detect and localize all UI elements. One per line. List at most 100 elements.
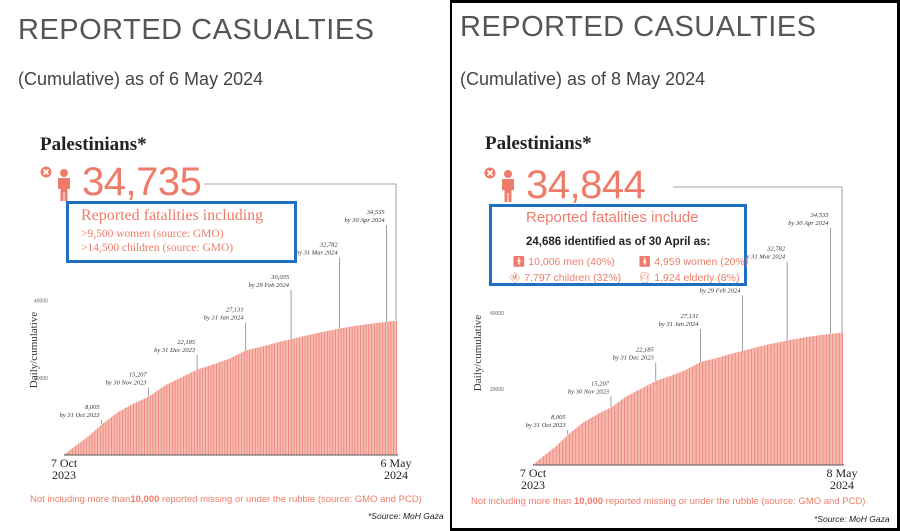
daily-bar bbox=[131, 404, 133, 455]
daily-bar bbox=[173, 380, 175, 455]
daily-bar bbox=[250, 349, 252, 455]
daily-bar bbox=[570, 432, 572, 465]
total-fatalities: 34,844 bbox=[526, 163, 646, 207]
daily-bar bbox=[662, 378, 664, 465]
missing-note: Not including more than 10,000 reported … bbox=[471, 496, 865, 507]
daily-bar bbox=[547, 452, 549, 465]
daily-bar bbox=[109, 418, 111, 455]
callout-women: >9,500 women (source: GMO) bbox=[81, 228, 224, 240]
daily-bar bbox=[197, 369, 199, 455]
daily-bar bbox=[375, 323, 377, 455]
daily-bar bbox=[699, 362, 701, 465]
daily-bar bbox=[172, 381, 174, 455]
group-heading: Palestinians* bbox=[485, 133, 592, 154]
daily-bar bbox=[701, 361, 703, 465]
x-tick-year: 2023 bbox=[52, 468, 76, 482]
daily-bar bbox=[618, 401, 620, 465]
daily-bar bbox=[686, 369, 688, 465]
note-bold: 10,000 bbox=[130, 494, 160, 505]
daily-bar bbox=[774, 343, 776, 465]
daily-bar bbox=[134, 402, 136, 455]
daily-bar bbox=[292, 338, 294, 455]
daily-bar bbox=[571, 431, 574, 465]
daily-bar bbox=[712, 359, 714, 465]
daily-bar bbox=[621, 399, 623, 465]
daily-bar bbox=[211, 364, 213, 455]
daily-bar bbox=[553, 447, 555, 465]
daily-bar bbox=[548, 451, 550, 465]
daily-bar bbox=[765, 345, 767, 465]
daily-bar bbox=[226, 359, 228, 455]
daily-bar bbox=[556, 445, 558, 465]
daily-bar bbox=[319, 332, 321, 455]
daily-bar bbox=[206, 366, 208, 455]
daily-bar bbox=[649, 383, 651, 465]
daily-bar bbox=[184, 375, 186, 455]
annotation-date: by 31 Mar 2024 bbox=[743, 254, 785, 261]
daily-bar bbox=[537, 460, 539, 465]
daily-bar bbox=[388, 321, 390, 455]
missing-note: Not including more than10,000 reported m… bbox=[30, 494, 422, 505]
daily-bar bbox=[90, 433, 92, 455]
daily-bar bbox=[187, 373, 189, 455]
daily-bar bbox=[275, 342, 277, 455]
daily-bar bbox=[830, 333, 832, 465]
daily-bar bbox=[132, 403, 135, 455]
fatalities-callout: Reported fatalities include 24,686 ident… bbox=[489, 204, 748, 286]
daily-bar bbox=[112, 415, 114, 455]
y-axis-label: Daily/cumulative bbox=[472, 315, 484, 391]
daily-bar bbox=[725, 355, 727, 465]
daily-bar bbox=[535, 461, 537, 465]
daily-bar bbox=[722, 356, 724, 465]
fatality-person-icon bbox=[484, 167, 514, 202]
daily-bar bbox=[595, 415, 597, 465]
daily-bar bbox=[733, 353, 735, 465]
daily-bar bbox=[389, 321, 391, 455]
daily-bar bbox=[782, 341, 784, 465]
daily-bar bbox=[551, 449, 553, 465]
daily-bar bbox=[574, 428, 576, 465]
daily-bar bbox=[678, 372, 680, 465]
daily-bar bbox=[327, 330, 329, 455]
daily-bar bbox=[328, 330, 330, 455]
daily-bar bbox=[658, 379, 660, 465]
daily-bar bbox=[98, 426, 100, 455]
daily-bar bbox=[560, 441, 562, 465]
daily-bar bbox=[370, 323, 373, 455]
note-before: Not including more than bbox=[471, 496, 574, 507]
annotation-date: by 29 Feb 2024 bbox=[248, 282, 289, 289]
daily-bar bbox=[785, 340, 787, 465]
daily-bar bbox=[297, 337, 299, 455]
daily-bar bbox=[154, 391, 156, 455]
daily-bar bbox=[186, 374, 188, 455]
daily-bar bbox=[276, 342, 279, 455]
daily-bar bbox=[743, 350, 745, 465]
daily-bar bbox=[79, 442, 81, 455]
daily-bar bbox=[117, 412, 119, 455]
daily-bar bbox=[314, 333, 316, 455]
annotation-value: 27,131 bbox=[226, 307, 244, 314]
daily-bar bbox=[394, 321, 396, 455]
breakdown-men-label: 10,006 men (40%) bbox=[528, 256, 615, 268]
daily-bar bbox=[200, 368, 202, 455]
daily-bar bbox=[237, 354, 239, 455]
daily-bar bbox=[652, 382, 654, 465]
annotation-value: 8,005 bbox=[85, 404, 100, 411]
daily-bar bbox=[308, 334, 310, 455]
daily-bar bbox=[110, 416, 113, 455]
daily-bar bbox=[298, 337, 301, 455]
daily-bar bbox=[569, 433, 571, 465]
annotation-value: 15,207 bbox=[129, 372, 148, 379]
daily-bar bbox=[740, 351, 742, 465]
daily-bar bbox=[289, 339, 291, 455]
daily-bar bbox=[355, 325, 357, 455]
daily-bar bbox=[580, 424, 582, 465]
daily-bar bbox=[681, 371, 683, 465]
daily-bar bbox=[813, 336, 815, 465]
daily-bar bbox=[550, 450, 552, 465]
daily-bar bbox=[222, 361, 224, 455]
daily-bar bbox=[156, 390, 158, 455]
note-after: reported missing or under the rubble (so… bbox=[603, 496, 866, 507]
daily-bar bbox=[193, 370, 196, 455]
daily-bar bbox=[836, 333, 838, 465]
